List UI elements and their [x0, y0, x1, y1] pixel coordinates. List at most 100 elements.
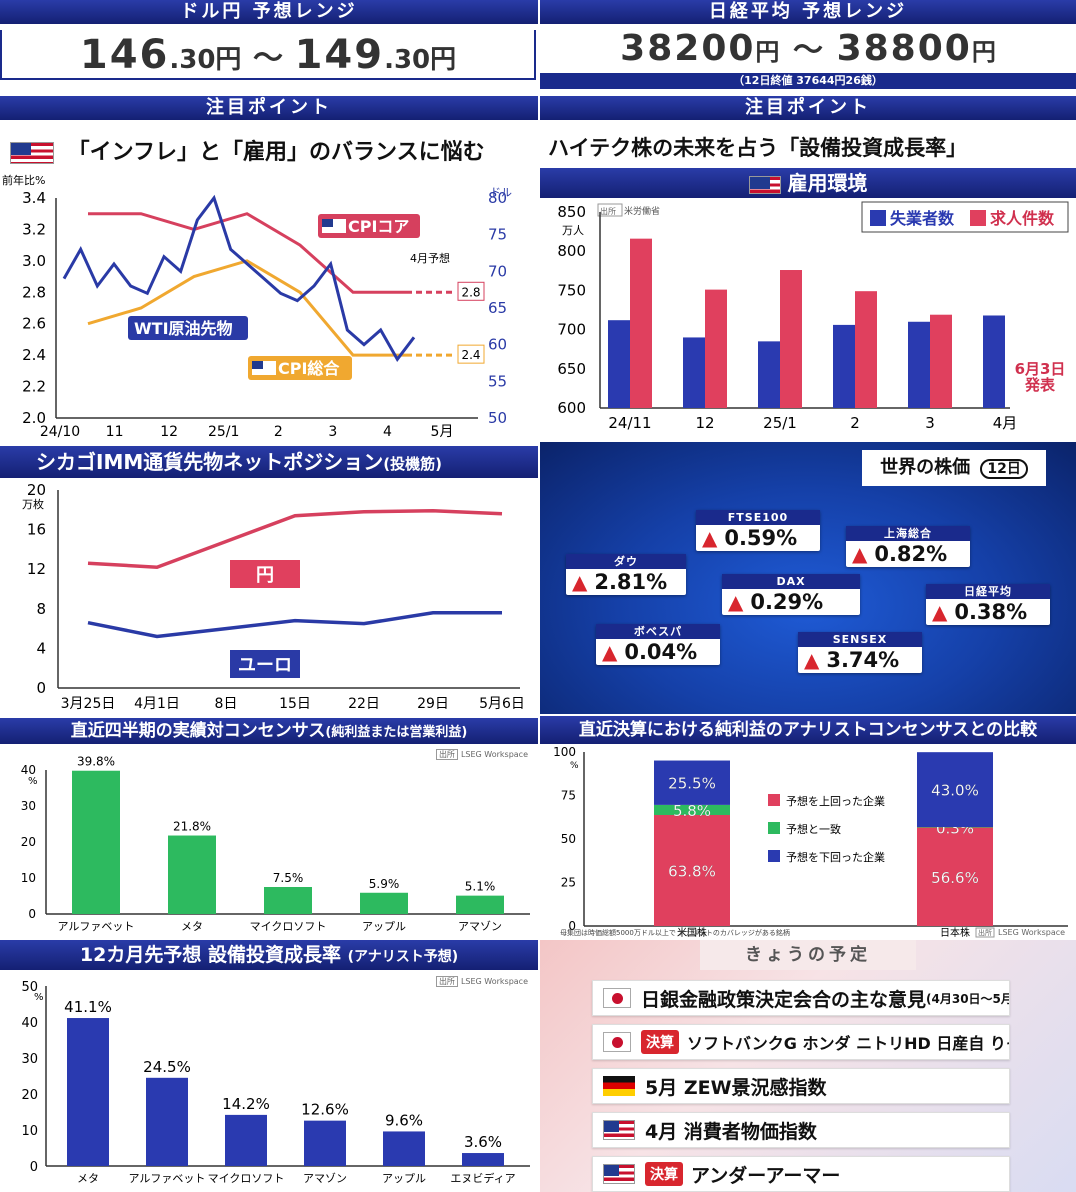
bar-1	[930, 314, 952, 408]
x-tick: 2	[274, 424, 283, 440]
label-euro: ユーロ	[238, 655, 292, 676]
x-tick: エヌビディア	[450, 1171, 515, 1185]
usdjpy-high-dec: .30円	[384, 45, 457, 75]
label-cpi-all: CPI総合	[278, 359, 340, 378]
bar-0	[758, 341, 780, 408]
x-tick: 12	[160, 424, 178, 440]
index-change: 0.04%	[624, 640, 698, 664]
bar	[264, 887, 312, 914]
usdjpy-sep: ～	[253, 41, 283, 76]
x-tick: 3	[328, 424, 337, 440]
index-change: 2.81%	[594, 570, 668, 594]
index-change: 0.38%	[954, 600, 1028, 624]
y-tick: 600	[557, 399, 586, 417]
data-label: 21.8%	[173, 820, 211, 834]
y-tick-left: 3.4	[22, 189, 46, 207]
schedule-subtext: (4月30日～5月1日開催分)	[926, 991, 1009, 1006]
imm-title-bar: シカゴIMM通貨先物ネットポジション(投機筋)	[0, 446, 538, 478]
employment-title-bar: 雇用環境	[540, 168, 1076, 198]
index-name: ダウ	[566, 554, 686, 569]
stack-segment-0	[917, 827, 993, 926]
us-flag-icon	[748, 175, 781, 194]
usdjpy-high-int: 149	[294, 32, 385, 78]
stack-segment-2	[917, 752, 993, 827]
legend-label: 予想を上回った企業	[786, 794, 885, 808]
series-line-1	[87, 259, 406, 357]
data-label: 56.6%	[931, 869, 979, 887]
stack-segment-1	[917, 826, 993, 828]
x-tick: 米国株	[677, 926, 707, 938]
world-date: 12日	[980, 459, 1028, 479]
legend-label: 予想を下回った企業	[786, 850, 885, 864]
x-tick: 24/10	[40, 424, 80, 440]
data-label: 3.6%	[464, 1133, 502, 1151]
index-value: ▲ 0.82%	[846, 541, 970, 567]
imm-title-sub: (投機筋)	[383, 455, 442, 473]
usdjpy-title: ドル円 予想レンジ	[0, 0, 538, 24]
y-tick: 4	[36, 639, 46, 657]
release-note: 6月3日	[1015, 360, 1066, 378]
source-text: LSEG Workspace	[460, 977, 528, 986]
capex-title-bar: 12カ月先予想 設備投資成長率 (アナリスト予想)	[0, 940, 538, 970]
label-euro-bg	[230, 650, 300, 678]
index-card-br: ボベスパ ▲ 0.04%	[596, 624, 720, 665]
data-label: 5.8%	[673, 802, 711, 820]
employment-title: 雇用環境	[787, 171, 868, 195]
bar	[168, 835, 216, 914]
x-tick: アルファベット	[129, 1172, 206, 1185]
schedule-text: ソフトバンクG ホンダ ニトリHD 日産自 りそなHD	[687, 1034, 1009, 1053]
schedule-text: 日銀金融政策決定会合の主な意見	[641, 988, 927, 1011]
nikkei-unit-1: 円	[755, 38, 780, 66]
y-tick-right: 50	[488, 409, 507, 427]
us-flag-icon	[252, 361, 263, 369]
series-line-0	[87, 509, 503, 569]
y-tick: 50	[561, 832, 576, 846]
y-tick: 30	[21, 799, 36, 813]
bar	[462, 1153, 504, 1166]
y-tick: 800	[557, 242, 586, 260]
bar-0	[983, 315, 1005, 408]
source-tag-box	[975, 927, 995, 938]
cpi-chart: 前年比% ドル 3.4 3.2 3.0 2.8 2.6 2.4 2.2 2.0 80 75 70 65 60…	[2, 173, 512, 440]
index-name: 日経平均	[926, 584, 1050, 599]
index-value: ▲ 3.74%	[798, 647, 922, 673]
release-note: 発表	[1024, 376, 1056, 394]
source-tag-box	[597, 203, 623, 217]
x-tick: 3月25日	[61, 696, 116, 712]
up-arrow-icon: ▲	[728, 590, 751, 614]
usdjpy-panel: ドル円 予想レンジ 146.30円 ～ 149.30円	[0, 0, 538, 92]
y-tick: 0	[568, 919, 576, 933]
y-axis-label-right: ドル	[490, 186, 512, 199]
series-line-0	[88, 212, 406, 294]
legend-swatch	[768, 850, 780, 862]
legend-label: 求人件数	[990, 209, 1055, 228]
footnote: 母集団は時価総額5000万ドル以上で アナリストのカバレッジがある銘柄	[560, 928, 790, 937]
x-tick: 5月6日	[479, 696, 525, 712]
capex-chart: %50 40 30 20 10 0 41.1% メタ 24.5% アルファベット 14.2% マイクロ…	[21, 980, 530, 1185]
data-label: 63.8%	[668, 862, 716, 880]
bar	[225, 1114, 267, 1166]
forecast-box-1	[457, 344, 485, 364]
legend-label: 予想と一致	[786, 822, 841, 836]
data-label: 43.0%	[931, 782, 979, 800]
y-tick: 750	[557, 281, 586, 299]
data-label: 9.6%	[385, 1111, 423, 1129]
label-cpi-core: CPIコア	[348, 217, 409, 236]
series-line-2	[62, 194, 416, 363]
world-title-box: 世界の株価 12日	[862, 450, 1046, 486]
x-tick: 29日	[417, 696, 449, 712]
up-arrow-icon: ▲	[602, 640, 625, 664]
left-point-text: 「インフレ」と「雇用」のバランスに悩む	[10, 134, 485, 166]
y-tick: 40	[21, 1016, 38, 1031]
imm-title: シカゴIMM通貨先物ネットポジション	[36, 450, 384, 474]
left-point-caption: 「インフレ」と「雇用」のバランスに悩む	[67, 140, 485, 165]
label-yen-bg	[230, 560, 300, 588]
x-tick: 3	[925, 414, 935, 432]
index-name: 上海総合	[846, 526, 970, 541]
bar-1	[780, 270, 802, 408]
us-flag-icon	[603, 1164, 635, 1184]
bar	[456, 895, 504, 914]
legend-swatch	[768, 822, 780, 834]
nikkei-note: （12日終値 37644円26銭）	[540, 73, 1076, 89]
